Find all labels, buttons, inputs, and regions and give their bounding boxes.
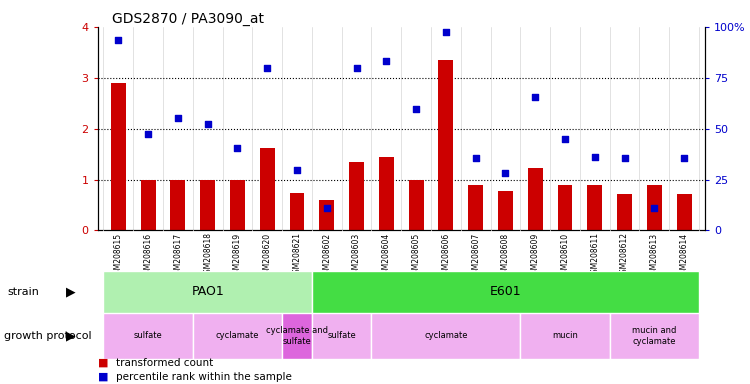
Text: GSM208614: GSM208614 bbox=[680, 232, 688, 278]
Point bbox=[321, 204, 333, 210]
Text: PAO1: PAO1 bbox=[191, 285, 224, 298]
Point bbox=[202, 121, 214, 127]
Bar bbox=[111, 83, 126, 230]
Point bbox=[291, 167, 303, 174]
Text: cyclamate: cyclamate bbox=[216, 331, 260, 341]
Bar bbox=[528, 168, 543, 230]
Bar bbox=[200, 180, 215, 230]
Text: sulfate: sulfate bbox=[134, 331, 163, 341]
Bar bbox=[520, 313, 610, 359]
Text: percentile rank within the sample: percentile rank within the sample bbox=[116, 372, 292, 382]
Bar bbox=[617, 194, 632, 230]
Text: cyclamate and
sulfate: cyclamate and sulfate bbox=[266, 326, 328, 346]
Text: GSM208605: GSM208605 bbox=[412, 232, 421, 279]
Bar bbox=[498, 191, 513, 230]
Text: GSM208611: GSM208611 bbox=[590, 232, 599, 278]
Text: GSM208612: GSM208612 bbox=[620, 232, 629, 278]
Text: E601: E601 bbox=[490, 285, 521, 298]
Point bbox=[500, 170, 512, 177]
Bar bbox=[468, 185, 483, 230]
Bar bbox=[350, 162, 364, 230]
Text: GDS2870 / PA3090_at: GDS2870 / PA3090_at bbox=[112, 12, 265, 25]
Bar bbox=[312, 313, 371, 359]
Text: GSM208608: GSM208608 bbox=[501, 232, 510, 278]
Point bbox=[530, 94, 542, 100]
Text: mucin: mucin bbox=[552, 331, 578, 341]
Text: GSM208613: GSM208613 bbox=[650, 232, 659, 278]
Point bbox=[232, 145, 244, 151]
Text: ▶: ▶ bbox=[67, 329, 76, 343]
Point bbox=[261, 65, 273, 71]
Bar bbox=[170, 180, 185, 230]
Point bbox=[649, 204, 661, 210]
Text: mucin and
cyclamate: mucin and cyclamate bbox=[632, 326, 676, 346]
Point bbox=[619, 155, 631, 161]
Text: growth protocol: growth protocol bbox=[4, 331, 92, 341]
Text: GSM208606: GSM208606 bbox=[442, 232, 451, 279]
Text: GSM208616: GSM208616 bbox=[144, 232, 153, 278]
Bar bbox=[647, 185, 662, 230]
Bar bbox=[282, 313, 312, 359]
Bar bbox=[193, 313, 282, 359]
Bar bbox=[104, 271, 312, 313]
Text: GSM208609: GSM208609 bbox=[531, 232, 540, 279]
Text: ▶: ▶ bbox=[67, 285, 76, 298]
Bar bbox=[557, 185, 572, 230]
Text: GSM208607: GSM208607 bbox=[471, 232, 480, 279]
Text: cyclamate: cyclamate bbox=[424, 331, 468, 341]
Bar bbox=[676, 194, 692, 230]
Point bbox=[470, 155, 482, 161]
Bar bbox=[320, 200, 334, 230]
Point bbox=[589, 154, 601, 160]
Bar bbox=[141, 180, 155, 230]
Text: GSM208610: GSM208610 bbox=[560, 232, 569, 278]
Point bbox=[172, 115, 184, 121]
Point bbox=[559, 136, 571, 142]
Text: strain: strain bbox=[8, 287, 39, 297]
Text: GSM208618: GSM208618 bbox=[203, 232, 212, 278]
Text: ■: ■ bbox=[98, 372, 112, 382]
Text: GSM208603: GSM208603 bbox=[352, 232, 361, 279]
Bar bbox=[371, 313, 520, 359]
Point bbox=[440, 29, 452, 35]
Bar bbox=[439, 60, 453, 230]
Text: GSM208619: GSM208619 bbox=[233, 232, 242, 278]
Point bbox=[380, 58, 392, 65]
Bar bbox=[230, 180, 245, 230]
Point bbox=[142, 131, 154, 137]
Text: GSM208621: GSM208621 bbox=[292, 232, 302, 278]
Point bbox=[350, 65, 362, 71]
Bar bbox=[379, 157, 394, 230]
Point bbox=[410, 106, 422, 113]
Text: GSM208615: GSM208615 bbox=[114, 232, 123, 278]
Text: transformed count: transformed count bbox=[116, 358, 214, 368]
Text: GSM208617: GSM208617 bbox=[173, 232, 182, 278]
Text: sulfate: sulfate bbox=[327, 331, 356, 341]
Text: ■: ■ bbox=[98, 358, 112, 368]
Bar bbox=[610, 313, 699, 359]
Point bbox=[112, 36, 125, 43]
Bar bbox=[290, 193, 304, 230]
Bar bbox=[312, 271, 699, 313]
Bar bbox=[409, 180, 424, 230]
Text: GSM208604: GSM208604 bbox=[382, 232, 391, 279]
Bar bbox=[104, 313, 193, 359]
Bar bbox=[587, 185, 602, 230]
Bar bbox=[260, 148, 274, 230]
Text: GSM208620: GSM208620 bbox=[262, 232, 272, 278]
Point bbox=[678, 155, 690, 161]
Text: GSM208602: GSM208602 bbox=[322, 232, 332, 278]
